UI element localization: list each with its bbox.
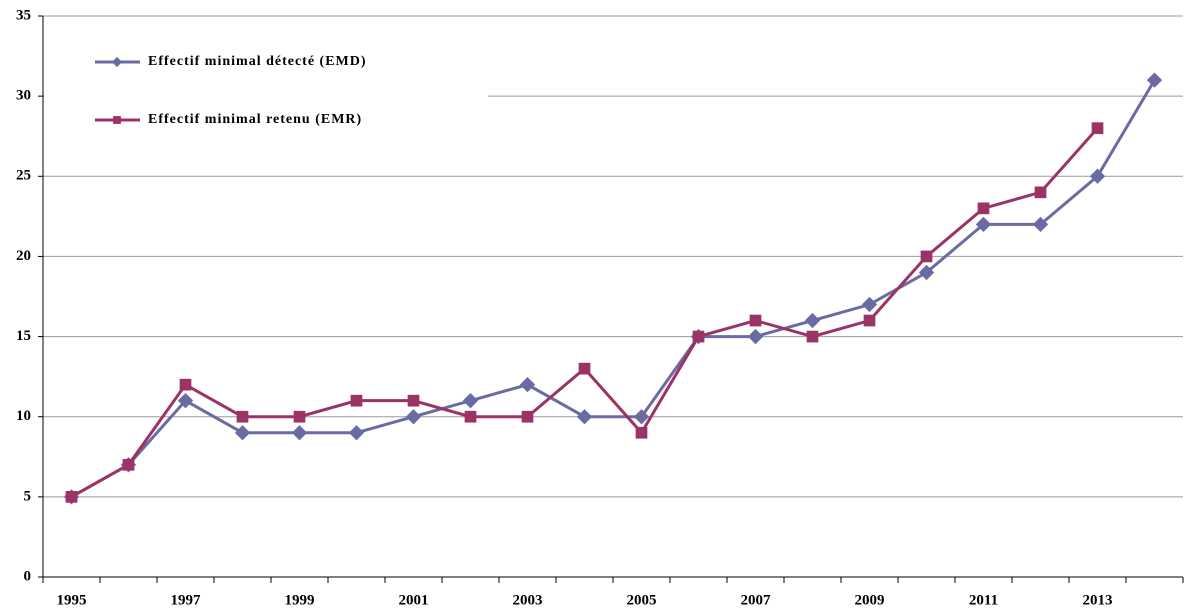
x-tick-label: 2001 <box>399 592 429 608</box>
data-point <box>920 250 933 263</box>
data-point <box>236 410 249 423</box>
data-point <box>350 394 363 407</box>
data-point <box>1091 122 1104 135</box>
data-point <box>806 330 819 343</box>
data-point <box>521 410 534 423</box>
y-tick-label: 25 <box>16 168 31 184</box>
data-point <box>179 378 192 391</box>
data-point <box>1034 186 1047 199</box>
data-point <box>863 314 876 327</box>
y-tick-label: 15 <box>16 328 31 344</box>
data-point <box>749 314 762 327</box>
data-point <box>578 362 591 375</box>
data-point <box>464 410 477 423</box>
data-point <box>1089 168 1106 184</box>
data-point <box>1032 216 1049 233</box>
x-tick-label: 2013 <box>1083 592 1113 608</box>
legend-label: Effectif minimal détecté (EMD) <box>148 54 367 69</box>
data-point <box>462 393 479 409</box>
data-point <box>861 296 878 313</box>
data-point <box>633 409 650 425</box>
x-tick-label: 2009 <box>855 592 885 608</box>
y-tick-label: 20 <box>16 248 31 264</box>
data-point <box>519 377 536 393</box>
data-point <box>977 202 990 215</box>
data-point <box>576 409 593 425</box>
data-point <box>122 458 135 471</box>
data-point <box>234 425 251 441</box>
data-point <box>348 425 365 441</box>
data-point <box>1146 72 1163 88</box>
x-tick-label: 2011 <box>969 592 998 608</box>
x-tick-label: 1999 <box>285 592 315 608</box>
data-point <box>804 312 821 329</box>
data-point <box>747 328 764 345</box>
data-point <box>177 393 194 409</box>
legend-marker <box>111 56 123 68</box>
x-tick-label: 2005 <box>627 592 657 608</box>
data-point <box>407 394 420 407</box>
data-point <box>291 425 308 441</box>
legend-marker <box>113 116 121 124</box>
series-line <box>70 127 1099 499</box>
data-point <box>692 330 705 343</box>
y-tick-label: 30 <box>16 88 31 104</box>
data-point <box>293 410 306 423</box>
y-tick-label: 5 <box>24 488 32 504</box>
data-point <box>975 216 992 233</box>
y-tick-label: 35 <box>16 7 31 23</box>
x-tick-label: 1995 <box>57 592 87 608</box>
y-tick-label: 0 <box>24 568 32 584</box>
data-point <box>635 426 648 439</box>
legend-label: Effectif minimal retenu (EMR) <box>148 112 362 127</box>
data-point <box>405 409 422 425</box>
data-point <box>65 491 78 503</box>
x-tick-label: 1997 <box>171 592 202 608</box>
x-tick-label: 2007 <box>741 592 772 608</box>
series-line <box>70 79 1156 499</box>
y-tick-label: 10 <box>16 408 31 424</box>
x-tick-label: 2003 <box>513 592 543 608</box>
data-point <box>918 264 935 281</box>
